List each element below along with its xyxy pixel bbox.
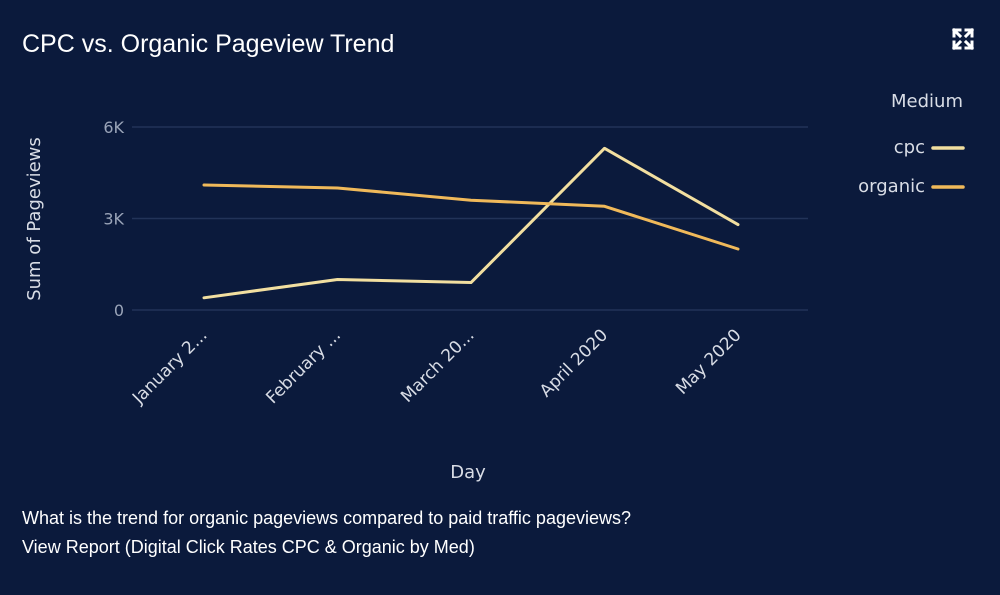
x-axis-title: Day [450, 462, 486, 483]
expand-icon[interactable] [948, 24, 978, 54]
x-tick-label: April 2020 [536, 325, 612, 401]
legend-label-organic: organic [858, 176, 925, 197]
x-tick-label: February ... [262, 325, 345, 408]
series-line-cpc[interactable] [202, 146, 740, 300]
view-report-link[interactable]: View Report (Digital Click Rates CPC & O… [22, 537, 475, 557]
x-tick-label: May 2020 [672, 325, 745, 398]
line-chart: 0 3K 6K Sum of Pageviews January 2... Februar… [24, 91, 965, 483]
y-axis-title: Sum of Pageviews [24, 137, 45, 301]
y-tick-label: 6K [103, 118, 124, 137]
y-tick-label: 3K [103, 210, 124, 229]
series-line-organic[interactable] [202, 183, 740, 251]
x-tick-label: March 20... [397, 325, 478, 406]
y-tick-label: 0 [114, 301, 124, 320]
chart-title: CPC vs. Organic Pageview Trend [22, 30, 395, 58]
chart-question: What is the trend for organic pageviews … [22, 508, 631, 528]
x-tick-label: January 2... [128, 325, 211, 408]
legend-label-cpc: cpc [894, 137, 925, 158]
legend-title: Medium [891, 91, 963, 112]
